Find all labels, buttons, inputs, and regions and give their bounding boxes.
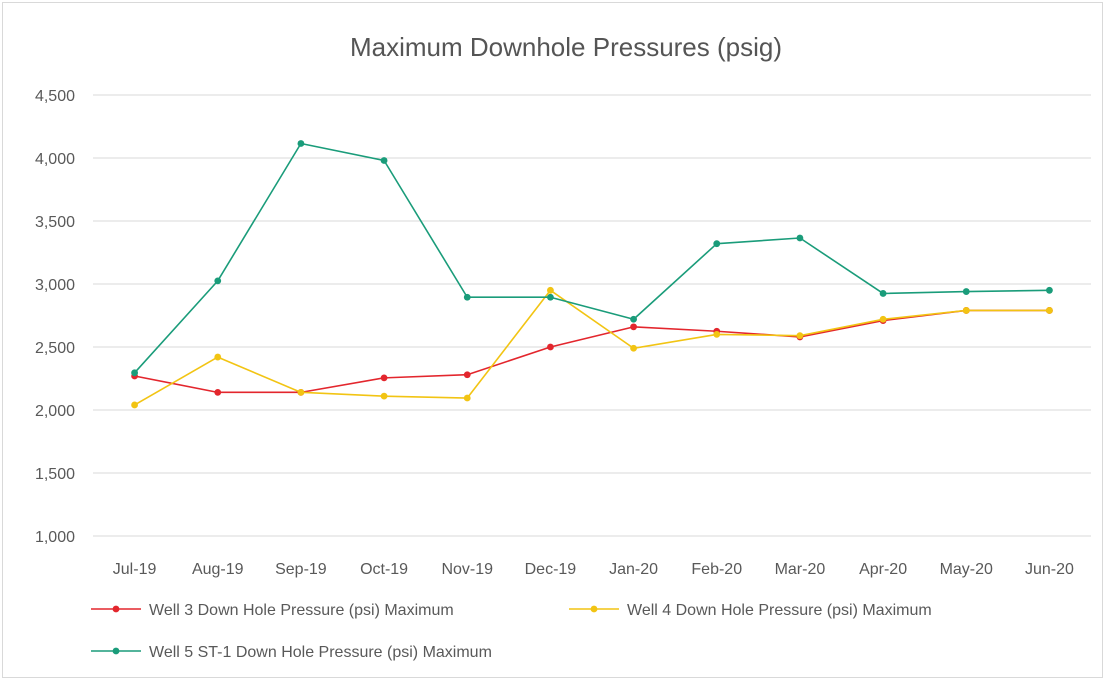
data-point — [962, 307, 970, 314]
data-point — [1046, 286, 1053, 294]
y-tick-label: 3,500 — [35, 214, 75, 231]
y-tick-label: 4,500 — [35, 88, 75, 105]
x-tick-label: Jan-20 — [609, 561, 658, 578]
x-tick-label: Oct-19 — [360, 561, 408, 578]
series-1 — [131, 307, 1053, 396]
legend-label: Well 3 Down Hole Pressure (psi) Maximum — [149, 602, 454, 619]
data-point — [380, 392, 388, 400]
data-point — [547, 293, 554, 301]
legend-swatch-marker — [112, 605, 120, 613]
line-chart: Maximum Downhole Pressures (psig) 1,0001… — [35, 32, 1091, 661]
y-tick-label: 4,000 — [35, 151, 75, 168]
legend-label: Well 5 ST-1 Down Hole Pressure (psi) Max… — [149, 644, 492, 661]
legend-item: Well 3 Down Hole Pressure (psi) Maximum — [91, 602, 454, 619]
data-point — [214, 388, 222, 396]
y-axis: 1,000 1,500 2,000 2,500 3,000 3,500 4,000 4,500 — [35, 88, 75, 546]
series-line — [133, 142, 1050, 374]
data-point — [879, 290, 887, 297]
x-tick-label: Jun-20 — [1025, 561, 1074, 578]
data-point — [463, 371, 471, 379]
data-point — [1046, 307, 1053, 314]
data-point — [463, 293, 471, 301]
legend-item: Well 4 Down Hole Pressure (psi) Maximum — [569, 602, 932, 619]
x-tick-label: Mar-20 — [775, 561, 826, 578]
x-tick-label: Aug-19 — [192, 561, 244, 578]
data-point — [380, 374, 388, 382]
x-tick-label: Nov-19 — [441, 561, 493, 578]
series-lines — [131, 140, 1053, 409]
y-tick-label: 2,000 — [35, 403, 75, 420]
data-point — [713, 240, 721, 248]
chart-title: Maximum Downhole Pressures (psig) — [350, 32, 782, 62]
x-tick-label: Dec-19 — [525, 561, 577, 578]
gridlines — [93, 94, 1091, 537]
y-tick-label: 2,500 — [35, 340, 75, 357]
legend-swatch-marker — [590, 605, 598, 613]
data-point — [630, 315, 637, 323]
data-point — [131, 401, 138, 409]
x-tick-label: Apr-20 — [859, 561, 907, 578]
legend-item: Well 5 ST-1 Down Hole Pressure (psi) Max… — [91, 644, 492, 661]
data-point — [297, 388, 305, 396]
series-line — [134, 289, 1050, 406]
data-point — [547, 286, 554, 294]
data-point — [380, 157, 388, 164]
y-tick-label: 3,000 — [35, 277, 75, 294]
data-point — [962, 288, 970, 295]
data-point — [463, 394, 471, 402]
data-point — [131, 369, 138, 377]
data-point — [630, 323, 637, 331]
x-tick-label: Jul-19 — [113, 561, 157, 578]
y-tick-label: 1,000 — [35, 529, 75, 546]
x-tick-label: Sep-19 — [275, 561, 327, 578]
data-point — [796, 332, 804, 340]
data-point — [713, 331, 721, 338]
data-point — [630, 344, 637, 352]
x-tick-label: Feb-20 — [691, 561, 742, 578]
series-line — [134, 309, 1050, 394]
data-point — [879, 315, 887, 323]
legend: Well 3 Down Hole Pressure (psi) Maximum W… — [91, 602, 932, 661]
x-axis: Jul-19 Aug-19 Sep-19 Oct-19 Nov-19 Dec-19 Jan-… — [113, 561, 1074, 578]
data-point — [297, 140, 305, 147]
data-point — [214, 353, 222, 361]
data-point — [547, 343, 554, 351]
y-tick-label: 1,500 — [35, 466, 75, 483]
data-point — [796, 234, 804, 242]
data-point — [214, 277, 222, 285]
series-2 — [131, 286, 1053, 409]
x-tick-label: May-20 — [940, 561, 993, 578]
legend-label: Well 4 Down Hole Pressure (psi) Maximum — [627, 602, 932, 619]
legend-swatch-marker — [112, 647, 120, 655]
series-3 — [131, 140, 1053, 377]
